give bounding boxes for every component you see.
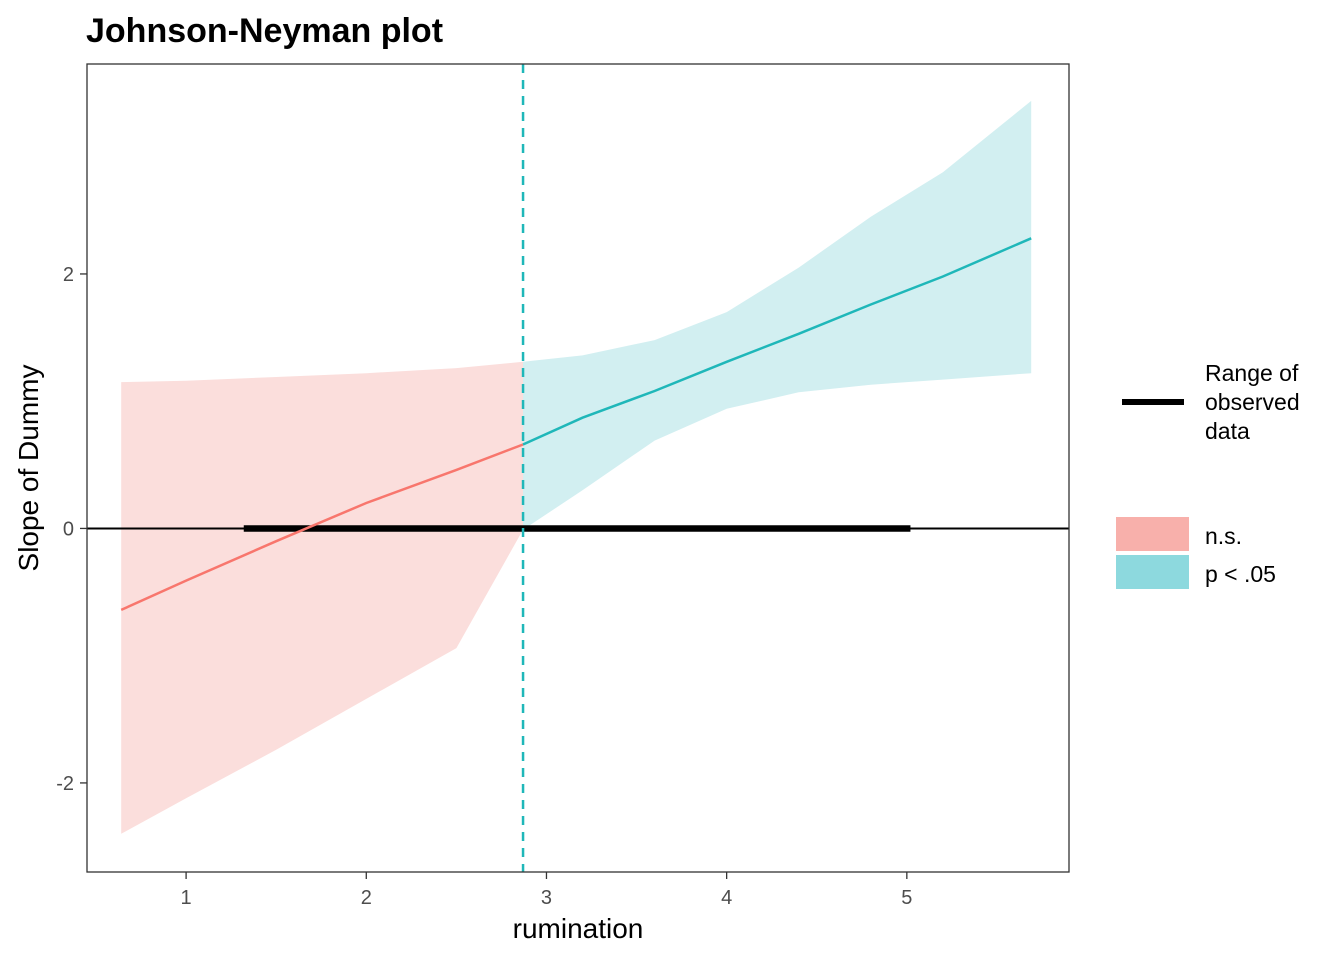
legend-sig-key bbox=[1116, 555, 1189, 589]
slope-lines bbox=[120, 237, 1032, 612]
slope-line-sig bbox=[522, 237, 1032, 446]
y-axis-title: Slope of Dummy bbox=[13, 365, 44, 572]
confidence-band-sig bbox=[523, 100, 1032, 530]
x-axis-ticks: 1 2 3 4 5 bbox=[181, 872, 912, 909]
y-tick-label: -2 bbox=[56, 773, 74, 795]
legend-range-line-3: data bbox=[1205, 418, 1250, 444]
y-tick-label: 0 bbox=[63, 518, 74, 540]
legend-sig-label: p < .05 bbox=[1205, 561, 1276, 587]
x-axis-title: rumination bbox=[513, 913, 644, 944]
confidence-bands bbox=[121, 100, 1032, 834]
legend: Range of observed data n.s. p < .05 bbox=[1116, 360, 1306, 589]
slope-line-ns bbox=[120, 443, 524, 612]
legend-ns-label: n.s. bbox=[1205, 523, 1242, 549]
legend-range-line-2: observed bbox=[1205, 389, 1300, 415]
chart-title: Johnson-Neyman plot bbox=[86, 12, 443, 50]
x-tick-label: 2 bbox=[361, 887, 372, 909]
x-tick-label: 5 bbox=[901, 887, 912, 909]
x-tick-label: 4 bbox=[721, 887, 732, 909]
confidence-band-ns bbox=[121, 361, 523, 834]
plot-panel-border bbox=[86, 63, 1070, 873]
legend-ns-key bbox=[1116, 517, 1189, 551]
legend-range-label: Range of observed data bbox=[1205, 360, 1306, 444]
y-axis-ticks: -2 0 2 bbox=[56, 264, 87, 795]
legend-range-line-1: Range of bbox=[1205, 360, 1299, 386]
y-tick-label: 2 bbox=[63, 264, 74, 286]
x-tick-label: 1 bbox=[181, 887, 192, 909]
x-tick-label: 3 bbox=[541, 887, 552, 909]
